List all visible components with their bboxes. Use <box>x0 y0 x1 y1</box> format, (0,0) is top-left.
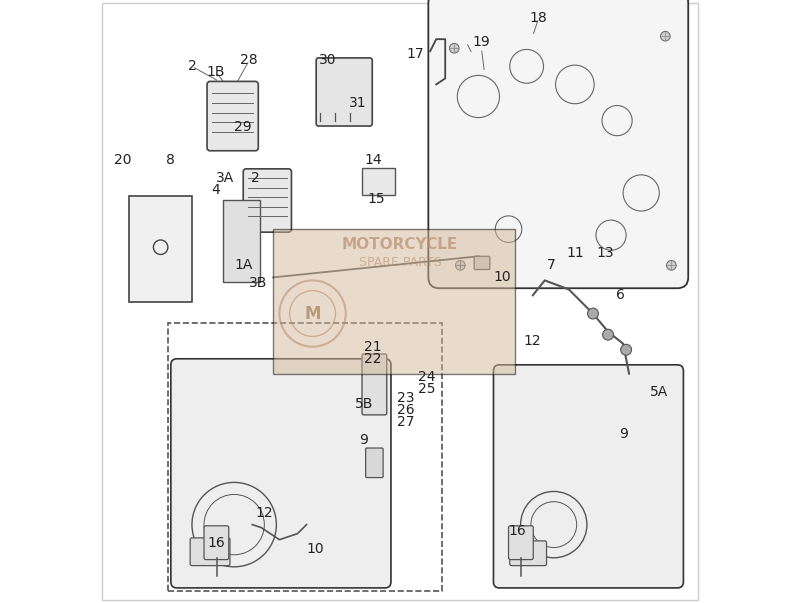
Circle shape <box>661 31 670 41</box>
FancyBboxPatch shape <box>223 200 260 282</box>
Text: 1B: 1B <box>207 65 226 80</box>
Circle shape <box>455 260 465 270</box>
Text: 10: 10 <box>494 270 511 285</box>
Text: 5B: 5B <box>354 397 373 411</box>
Text: 1A: 1A <box>234 258 253 273</box>
FancyBboxPatch shape <box>316 58 372 126</box>
Text: 6: 6 <box>616 288 625 303</box>
Text: 2: 2 <box>187 59 196 74</box>
Text: 5A: 5A <box>650 385 669 399</box>
Text: 25: 25 <box>418 382 436 396</box>
Text: SPARE PARTS: SPARE PARTS <box>358 256 442 269</box>
Text: 8: 8 <box>166 153 175 167</box>
Text: 4: 4 <box>212 183 221 197</box>
Text: 3B: 3B <box>249 276 267 291</box>
Text: 19: 19 <box>473 35 490 49</box>
FancyBboxPatch shape <box>366 448 383 478</box>
Text: 16: 16 <box>207 535 225 550</box>
Text: 22: 22 <box>364 352 382 366</box>
Text: 14: 14 <box>364 153 382 167</box>
FancyBboxPatch shape <box>190 538 230 566</box>
Circle shape <box>587 308 598 319</box>
Circle shape <box>602 329 614 340</box>
Circle shape <box>621 344 631 355</box>
Text: 17: 17 <box>406 47 424 62</box>
FancyBboxPatch shape <box>510 541 546 566</box>
FancyBboxPatch shape <box>494 365 683 588</box>
Text: 26: 26 <box>398 403 415 417</box>
Text: 3A: 3A <box>216 171 234 185</box>
Text: 2: 2 <box>251 171 260 185</box>
Text: M: M <box>304 305 321 323</box>
Text: 21: 21 <box>364 339 382 354</box>
Circle shape <box>450 43 459 53</box>
FancyBboxPatch shape <box>129 196 192 302</box>
Circle shape <box>666 260 676 270</box>
FancyBboxPatch shape <box>243 169 291 232</box>
Text: 27: 27 <box>398 415 414 429</box>
FancyBboxPatch shape <box>274 229 514 374</box>
Text: MOTORCYCLE: MOTORCYCLE <box>342 237 458 251</box>
FancyBboxPatch shape <box>362 354 386 415</box>
Text: 13: 13 <box>596 246 614 260</box>
Text: 10: 10 <box>306 541 324 556</box>
FancyBboxPatch shape <box>428 0 688 288</box>
FancyBboxPatch shape <box>509 526 534 560</box>
Text: 23: 23 <box>398 391 414 405</box>
FancyBboxPatch shape <box>207 81 258 151</box>
Text: 20: 20 <box>114 153 131 167</box>
Text: 7: 7 <box>546 258 555 273</box>
Text: 9: 9 <box>359 433 368 447</box>
Text: 30: 30 <box>319 53 336 68</box>
Text: 31: 31 <box>349 95 366 110</box>
Bar <box>168 323 442 591</box>
Text: 16: 16 <box>509 523 526 538</box>
Text: 12: 12 <box>255 505 273 520</box>
Text: 11: 11 <box>566 246 584 260</box>
Text: 28: 28 <box>241 53 258 68</box>
Text: 9: 9 <box>618 427 627 441</box>
Text: 29: 29 <box>234 119 252 134</box>
FancyBboxPatch shape <box>204 526 229 560</box>
FancyBboxPatch shape <box>474 256 490 270</box>
Text: 18: 18 <box>530 11 547 25</box>
Text: 12: 12 <box>524 333 542 348</box>
Text: 15: 15 <box>367 192 385 206</box>
FancyBboxPatch shape <box>171 359 391 588</box>
FancyBboxPatch shape <box>362 168 394 195</box>
Text: 24: 24 <box>418 370 436 384</box>
